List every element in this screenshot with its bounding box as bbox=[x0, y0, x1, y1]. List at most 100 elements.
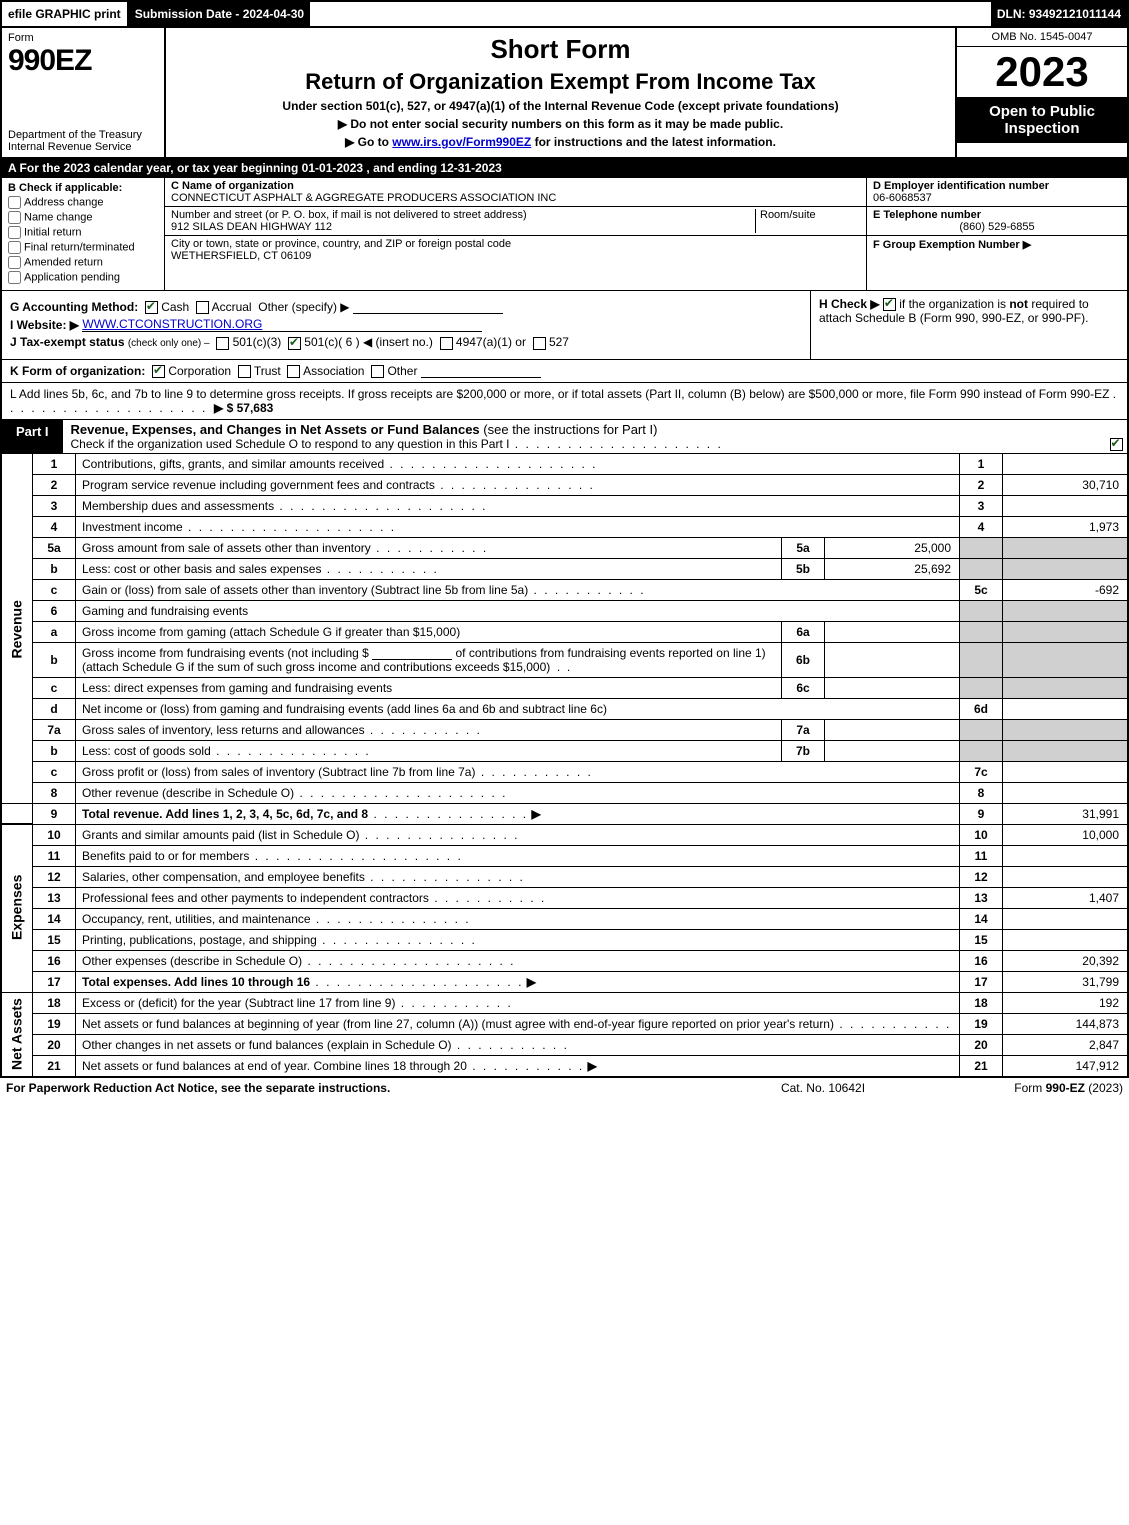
l16-rv: 20,392 bbox=[1003, 950, 1129, 971]
e-tel-label: E Telephone number bbox=[873, 209, 1121, 221]
cb-schedule-b[interactable] bbox=[883, 298, 896, 311]
part-i-sub: Check if the organization used Schedule … bbox=[71, 437, 1097, 451]
l4-rn: 4 bbox=[960, 516, 1003, 537]
l10-rv: 10,000 bbox=[1003, 824, 1129, 845]
l9-desc: Total revenue. Add lines 1, 2, 3, 4, 5c,… bbox=[82, 807, 368, 821]
l9-rn: 9 bbox=[960, 803, 1003, 824]
l6a-num: a bbox=[33, 621, 76, 642]
i-label: I Website: ▶ bbox=[10, 318, 79, 332]
cb-501c3[interactable] bbox=[216, 337, 229, 350]
i-website[interactable]: WWW.CTCONSTRUCTION.ORG bbox=[82, 317, 482, 332]
line-6: 6 Gaming and fundraising events bbox=[1, 600, 1128, 621]
g-accrual: Accrual bbox=[212, 300, 252, 314]
line-4: 4 Investment income 4 1,973 bbox=[1, 516, 1128, 537]
cb-cash[interactable] bbox=[145, 301, 158, 314]
l17-desc: Total expenses. Add lines 10 through 16 bbox=[82, 975, 310, 989]
subtitle-goto: ▶ Go to www.irs.gov/Form990EZ for instru… bbox=[176, 135, 945, 149]
subtitle-section: Under section 501(c), 527, or 4947(a)(1)… bbox=[176, 99, 945, 113]
l5b-num: b bbox=[33, 558, 76, 579]
cb-final-return[interactable]: Final return/terminated bbox=[8, 241, 158, 254]
cb-initial-return[interactable]: Initial return bbox=[8, 226, 158, 239]
section-a: A For the 2023 calendar year, or tax yea… bbox=[0, 159, 1129, 178]
section-a-mid: , and ending bbox=[363, 161, 440, 175]
header-right: OMB No. 1545-0047 2023 Open to Public In… bbox=[955, 28, 1127, 157]
line-13: 13 Professional fees and other payments … bbox=[1, 887, 1128, 908]
part-i-table: Revenue 1 Contributions, gifts, grants, … bbox=[0, 454, 1129, 1077]
cb-name-change[interactable]: Name change bbox=[8, 211, 158, 224]
cb-corporation[interactable] bbox=[152, 365, 165, 378]
f-group-label: F Group Exemption Number ▶ bbox=[873, 238, 1121, 251]
cb-amended-return[interactable]: Amended return bbox=[8, 256, 158, 269]
l6b-num: b bbox=[33, 642, 76, 677]
l19-desc: Net assets or fund balances at beginning… bbox=[82, 1017, 834, 1031]
submission-date: Submission Date - 2024-04-30 bbox=[129, 2, 312, 26]
l12-num: 12 bbox=[33, 866, 76, 887]
l5a-num: 5a bbox=[33, 537, 76, 558]
part-i-title: Revenue, Expenses, and Changes in Net As… bbox=[63, 420, 1105, 453]
l3-rn: 3 bbox=[960, 495, 1003, 516]
form-header: Form 990EZ Department of the Treasury In… bbox=[0, 28, 1129, 159]
l7a-rv bbox=[1003, 719, 1129, 740]
l4-rv: 1,973 bbox=[1003, 516, 1129, 537]
g-label: G Accounting Method: bbox=[10, 300, 138, 314]
l5b-iv: 25,692 bbox=[825, 558, 960, 579]
open-public: Open to Public Inspection bbox=[957, 97, 1127, 143]
l3-rv bbox=[1003, 495, 1129, 516]
subtitle-ssn: ▶ Do not enter social security numbers o… bbox=[176, 117, 945, 131]
cb-501c[interactable] bbox=[288, 337, 301, 350]
line-5a: 5a Gross amount from sale of assets othe… bbox=[1, 537, 1128, 558]
k-label: K Form of organization: bbox=[10, 364, 145, 378]
l6d-desc: Net income or (loss) from gaming and fun… bbox=[82, 702, 607, 716]
topbar-spacer bbox=[312, 2, 991, 26]
l4-desc: Investment income bbox=[82, 520, 183, 534]
row-i: I Website: ▶ WWW.CTCONSTRUCTION.ORG bbox=[10, 317, 802, 332]
line-12: 12 Salaries, other compensation, and emp… bbox=[1, 866, 1128, 887]
l6c-num: c bbox=[33, 677, 76, 698]
l6-rv bbox=[1003, 600, 1129, 621]
l1-num: 1 bbox=[33, 454, 76, 475]
j-501c: 501(c)( 6 ) ◀ (insert no.) bbox=[304, 335, 433, 349]
row-l: L Add lines 5b, 6c, and 7b to line 9 to … bbox=[0, 383, 1129, 420]
l7b-rn bbox=[960, 740, 1003, 761]
efile-label[interactable]: efile GRAPHIC print bbox=[2, 2, 129, 26]
l17-arrow: ▶ bbox=[527, 975, 536, 989]
l20-rn: 20 bbox=[960, 1034, 1003, 1055]
cb-other-org[interactable] bbox=[371, 365, 384, 378]
line-16: 16 Other expenses (describe in Schedule … bbox=[1, 950, 1128, 971]
cb-address-change[interactable]: Address change bbox=[8, 196, 158, 209]
goto-link[interactable]: www.irs.gov/Form990EZ bbox=[392, 135, 531, 149]
cb-527[interactable] bbox=[533, 337, 546, 350]
l9-arrow: ▶ bbox=[531, 807, 540, 821]
l-amount: ▶ $ 57,683 bbox=[214, 401, 273, 415]
cb-4947[interactable] bbox=[440, 337, 453, 350]
c-street-label: Number and street (or P. O. box, if mail… bbox=[171, 209, 755, 221]
cb-accrual[interactable] bbox=[196, 301, 209, 314]
line-6a: a Gross income from gaming (attach Sched… bbox=[1, 621, 1128, 642]
c-city-label: City or town, state or province, country… bbox=[171, 238, 860, 250]
l5b-desc: Less: cost or other basis and sales expe… bbox=[82, 562, 321, 576]
l1-desc: Contributions, gifts, grants, and simila… bbox=[82, 457, 384, 471]
row-j: J Tax-exempt status (check only one) – 5… bbox=[10, 335, 802, 349]
h-not: not bbox=[1009, 297, 1028, 311]
l6d-num: d bbox=[33, 698, 76, 719]
l2-desc: Program service revenue including govern… bbox=[82, 478, 435, 492]
box-c: C Name of organization CONNECTICUT ASPHA… bbox=[165, 178, 867, 290]
cb-schedule-o[interactable] bbox=[1110, 438, 1123, 451]
l7c-desc: Gross profit or (loss) from sales of inv… bbox=[82, 765, 475, 779]
cb-trust[interactable] bbox=[238, 365, 251, 378]
l8-num: 8 bbox=[33, 782, 76, 803]
l17-rv: 31,799 bbox=[1003, 971, 1129, 992]
l11-num: 11 bbox=[33, 845, 76, 866]
line-8: 8 Other revenue (describe in Schedule O)… bbox=[1, 782, 1128, 803]
l13-num: 13 bbox=[33, 887, 76, 908]
cb-application-pending[interactable]: Application pending bbox=[8, 271, 158, 284]
line-6c: c Less: direct expenses from gaming and … bbox=[1, 677, 1128, 698]
l15-desc: Printing, publications, postage, and shi… bbox=[82, 933, 317, 947]
part-i-header: Part I Revenue, Expenses, and Changes in… bbox=[0, 420, 1129, 454]
c-name-label: C Name of organization bbox=[171, 180, 860, 192]
l6b-rv bbox=[1003, 642, 1129, 677]
l16-num: 16 bbox=[33, 950, 76, 971]
d-ein-label: D Employer identification number bbox=[873, 180, 1121, 192]
cb-association[interactable] bbox=[287, 365, 300, 378]
l5c-rn: 5c bbox=[960, 579, 1003, 600]
